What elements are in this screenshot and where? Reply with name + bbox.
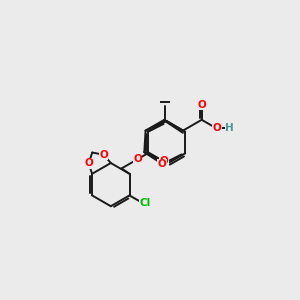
Text: O: O — [84, 158, 93, 168]
Text: H: H — [225, 123, 234, 133]
Text: O: O — [99, 150, 108, 160]
Text: O: O — [133, 154, 142, 164]
Text: O: O — [160, 156, 169, 166]
Text: O: O — [197, 100, 206, 110]
Text: Cl: Cl — [140, 198, 151, 208]
Text: O: O — [158, 159, 167, 169]
Text: O: O — [212, 123, 221, 133]
